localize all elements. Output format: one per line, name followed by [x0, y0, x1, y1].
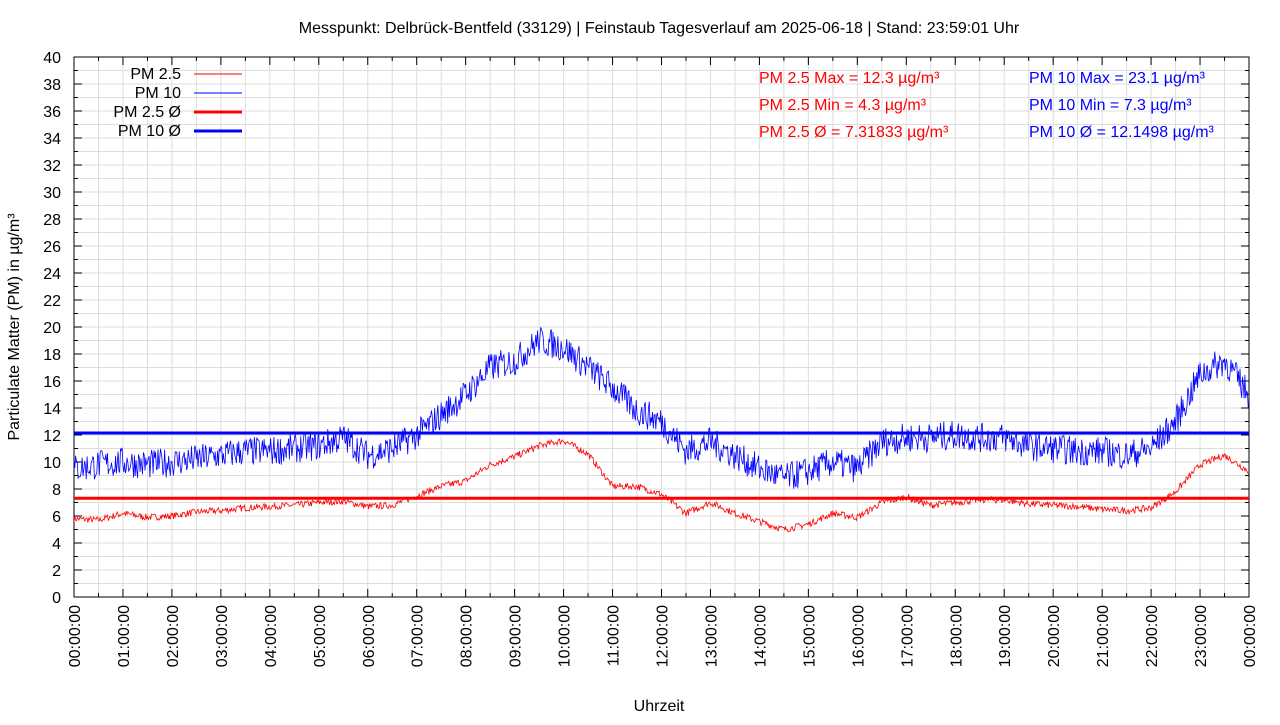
- x-tick-label: 04:00:00: [263, 605, 280, 667]
- x-tick-label: 12:00:00: [655, 605, 672, 667]
- x-tick-label: 13:00:00: [703, 605, 720, 667]
- y-tick-label: 10: [43, 455, 61, 472]
- x-tick-label: 17:00:00: [899, 605, 916, 667]
- x-tick-label: 00:00:00: [1242, 605, 1259, 667]
- x-tick-label: 23:00:00: [1193, 605, 1210, 667]
- x-tick-label: 05:00:00: [312, 605, 329, 667]
- y-tick-label: 26: [43, 239, 61, 256]
- legend-label: PM 2.5: [130, 66, 181, 83]
- y-tick-label: 38: [43, 77, 61, 94]
- x-tick-label: 09:00:00: [508, 605, 525, 667]
- stats-annotations: PM 2.5 Max = 12.3 µg/m³ PM 2.5 Min = 4.3…: [759, 70, 1215, 141]
- y-tick-label: 6: [52, 509, 61, 526]
- series-line-pm-10: [73, 327, 1250, 489]
- x-tick-label: 22:00:00: [1144, 605, 1161, 667]
- x-tick-label: 21:00:00: [1095, 605, 1112, 667]
- x-tick-label: 00:00:00: [67, 605, 84, 667]
- x-tick-label: 08:00:00: [459, 605, 476, 667]
- pm25-max-label: PM 2.5 Max = 12.3 µg/m³: [759, 70, 940, 87]
- y-tick-label: 36: [43, 104, 61, 121]
- x-tick-label: 16:00:00: [850, 605, 867, 667]
- y-axis-label: Particulate Matter (PM) in µg/m³: [6, 213, 23, 441]
- series-line-pm-2-5: [73, 438, 1250, 533]
- y-tick-label: 18: [43, 347, 61, 364]
- y-tick-label: 28: [43, 212, 61, 229]
- x-tick-label: 15:00:00: [801, 605, 818, 667]
- y-tick-label: 30: [43, 185, 61, 202]
- legend-label: PM 2.5 Ø: [113, 104, 181, 121]
- pm10-min-label: PM 10 Min = 7.3 µg/m³: [1029, 97, 1192, 114]
- x-tick-label: 02:00:00: [165, 605, 182, 667]
- y-tick-label: 32: [43, 158, 61, 175]
- x-axis-label: Uhrzeit: [634, 698, 685, 715]
- x-tick-label: 01:00:00: [116, 605, 133, 667]
- x-tick-label: 07:00:00: [410, 605, 427, 667]
- x-tick-label: 06:00:00: [361, 605, 378, 667]
- chart-title: Messpunkt: Delbrück-Bentfeld (33129) | F…: [299, 20, 1020, 37]
- y-tick-label: 24: [43, 266, 61, 283]
- pm10-avg-label: PM 10 Ø = 12.1498 µg/m³: [1029, 124, 1215, 141]
- y-tick-label: 2: [52, 563, 61, 580]
- y-tick-label: 40: [43, 50, 61, 67]
- x-tick-label: 20:00:00: [1046, 605, 1063, 667]
- legend-label: PM 10: [135, 85, 181, 102]
- y-tick-label: 22: [43, 293, 61, 310]
- y-tick-label: 14: [43, 401, 61, 418]
- y-tick-label: 16: [43, 374, 61, 391]
- pm10-max-label: PM 10 Max = 23.1 µg/m³: [1029, 70, 1206, 87]
- pm25-avg-label: PM 2.5 Ø = 7.31833 µg/m³: [759, 124, 949, 141]
- y-tick-label: 4: [52, 536, 61, 553]
- x-tick-label: 03:00:00: [214, 605, 231, 667]
- legend: PM 2.5 PM 10 PM 2.5 Ø PM 10 Ø: [113, 66, 242, 140]
- y-tick-label: 8: [52, 482, 61, 499]
- x-tick-label: 19:00:00: [997, 605, 1014, 667]
- x-tick-label: 14:00:00: [752, 605, 769, 667]
- pm25-min-label: PM 2.5 Min = 4.3 µg/m³: [759, 97, 927, 114]
- y-tick-label: 12: [43, 428, 61, 445]
- x-tick-label: 11:00:00: [606, 605, 623, 666]
- y-tick-label: 34: [43, 131, 61, 148]
- y-tick-label: 0: [52, 590, 61, 607]
- x-tick-label: 18:00:00: [948, 605, 965, 667]
- x-tick-label: 10:00:00: [557, 605, 574, 667]
- y-tick-label: 20: [43, 320, 61, 337]
- legend-label: PM 10 Ø: [118, 123, 181, 140]
